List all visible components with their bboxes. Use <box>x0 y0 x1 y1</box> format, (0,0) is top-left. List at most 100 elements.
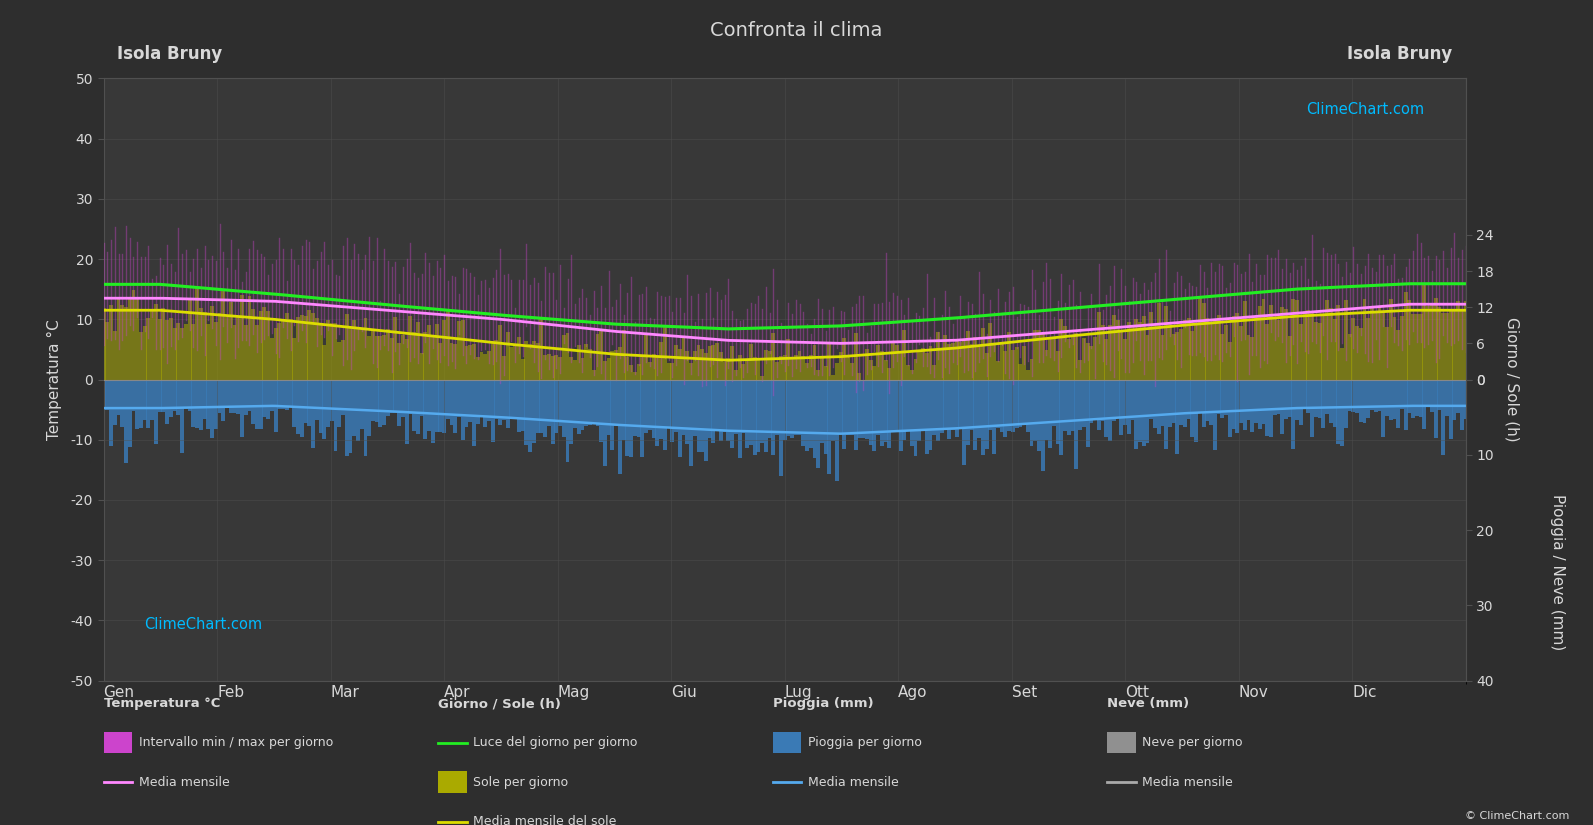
Bar <box>1086 380 1090 447</box>
Bar <box>1172 334 1176 380</box>
Bar <box>690 380 693 466</box>
Bar <box>1317 380 1322 417</box>
Bar <box>241 380 244 437</box>
Bar <box>1104 339 1109 380</box>
Bar <box>798 380 801 436</box>
Bar <box>809 380 812 448</box>
Bar <box>626 357 629 380</box>
Bar <box>1131 380 1134 420</box>
Bar <box>1157 380 1161 435</box>
Bar <box>1298 323 1303 380</box>
Bar <box>1176 332 1179 380</box>
Bar <box>715 380 718 431</box>
Bar <box>632 372 637 380</box>
Bar <box>1314 380 1317 417</box>
Bar <box>1298 380 1303 426</box>
Bar <box>1131 325 1134 380</box>
Bar <box>1220 334 1225 380</box>
Bar <box>516 337 521 380</box>
Bar <box>746 380 749 448</box>
Bar <box>169 380 174 417</box>
Bar <box>236 317 241 380</box>
Bar <box>1168 324 1172 380</box>
Bar <box>988 380 992 430</box>
Bar <box>413 332 416 380</box>
Bar <box>809 356 812 380</box>
Bar <box>244 324 247 380</box>
Bar <box>596 334 599 380</box>
Bar <box>801 356 804 380</box>
Bar <box>327 320 330 380</box>
Bar <box>865 350 868 380</box>
Bar <box>1067 380 1070 435</box>
Bar <box>712 380 715 443</box>
Bar <box>879 351 884 380</box>
Bar <box>443 380 446 432</box>
Bar <box>1018 364 1023 380</box>
Bar <box>116 380 121 415</box>
Bar <box>521 359 524 380</box>
Bar <box>135 298 139 380</box>
Bar <box>397 343 401 380</box>
Bar <box>1456 301 1461 380</box>
Bar <box>244 380 247 415</box>
Bar <box>1015 347 1018 380</box>
Text: Media mensile del sole: Media mensile del sole <box>473 815 616 825</box>
Bar <box>1389 299 1392 380</box>
Bar <box>188 380 191 412</box>
Bar <box>981 328 984 380</box>
Bar <box>1187 318 1190 380</box>
Bar <box>1442 314 1445 380</box>
Bar <box>898 380 903 451</box>
Bar <box>1090 346 1093 380</box>
Bar <box>296 318 299 380</box>
Bar <box>166 320 169 380</box>
Bar <box>629 365 632 380</box>
Bar <box>618 346 621 380</box>
Bar <box>1126 322 1131 380</box>
Bar <box>1101 380 1104 421</box>
Bar <box>1176 380 1179 455</box>
Bar <box>1419 314 1423 380</box>
Bar <box>1251 337 1254 380</box>
Bar <box>532 380 535 443</box>
Bar <box>121 380 124 427</box>
Bar <box>932 380 937 435</box>
Bar <box>1037 380 1040 450</box>
Bar <box>1115 380 1120 418</box>
Bar <box>233 324 236 380</box>
Bar <box>1287 380 1292 417</box>
Bar <box>607 380 610 435</box>
Bar <box>311 314 315 380</box>
Bar <box>701 380 704 452</box>
Bar <box>621 331 626 380</box>
Bar <box>505 332 510 380</box>
Bar <box>749 380 753 446</box>
Bar <box>1018 380 1023 427</box>
Bar <box>1292 380 1295 449</box>
Bar <box>1373 313 1378 380</box>
Bar <box>840 352 843 380</box>
Bar <box>161 309 166 380</box>
Bar <box>1333 380 1337 427</box>
Bar <box>644 380 648 433</box>
Bar <box>1120 330 1123 380</box>
Bar <box>1198 380 1201 413</box>
Bar <box>393 380 397 412</box>
Bar <box>1273 380 1276 415</box>
Bar <box>349 380 352 453</box>
Bar <box>835 364 840 380</box>
Bar <box>299 315 304 380</box>
Bar <box>629 380 632 457</box>
Text: Sole per giorno: Sole per giorno <box>473 776 569 789</box>
Bar <box>824 380 828 454</box>
Bar <box>1392 317 1397 380</box>
Bar <box>566 332 569 380</box>
Bar <box>401 380 405 417</box>
Bar <box>846 357 851 380</box>
Bar <box>1195 324 1198 380</box>
Bar <box>105 322 110 380</box>
Bar <box>1093 337 1098 380</box>
Bar <box>1351 318 1356 380</box>
Bar <box>540 318 543 380</box>
